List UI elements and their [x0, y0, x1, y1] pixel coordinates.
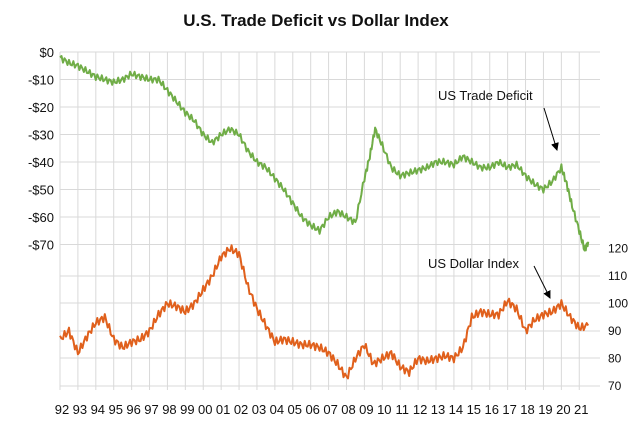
x-tick-label: 06	[305, 402, 319, 417]
left-tick-label: -$50	[28, 183, 54, 198]
x-tick-label: 00	[198, 402, 212, 417]
right-tick-label: 120	[608, 242, 628, 256]
x-tick-label: 03	[252, 402, 266, 417]
dollar-index-line	[59, 244, 590, 380]
x-tick-label: 98	[162, 402, 176, 417]
x-tick-label: 02	[234, 402, 248, 417]
x-tick-label: 07	[323, 402, 337, 417]
axes: $0 -$10 -$20 -$30 -$40 -$50 -$60 -$70 92 93 94 95 96…	[28, 45, 628, 417]
x-tick-label: 16	[484, 402, 498, 417]
x-tick-label: 17	[502, 402, 516, 417]
annotation-arrow	[543, 107, 559, 151]
left-tick-label: -$30	[28, 128, 54, 143]
chart-title: U.S. Trade Deficit vs Dollar Index	[183, 11, 449, 30]
annotation-arrow	[533, 265, 551, 299]
x-tick-label: 14	[449, 402, 463, 417]
annotations: US Trade Deficit US Dollar Index	[428, 88, 559, 299]
x-tick-label: 21	[574, 402, 588, 417]
x-tick-label: 04	[270, 402, 284, 417]
right-tick-label: 90	[608, 324, 622, 338]
right-tick-label: 80	[608, 352, 622, 366]
left-tick-label: $0	[40, 45, 54, 60]
left-tick-label: -$70	[28, 238, 54, 253]
x-tick-label: 92	[55, 402, 69, 417]
right-tick-label: 70	[608, 379, 622, 393]
x-tick-label: 01	[216, 402, 230, 417]
trade-deficit-line	[59, 55, 590, 252]
x-tick-label: 13	[431, 402, 445, 417]
x-tick-label: 12	[413, 402, 427, 417]
x-tick-label: 08	[341, 402, 355, 417]
dollar-index-annotation: US Dollar Index	[428, 256, 520, 271]
x-tick-label: 96	[126, 402, 140, 417]
x-tick-label: 10	[377, 402, 391, 417]
x-tick-label: 93	[73, 402, 87, 417]
x-tick-label: 18	[520, 402, 534, 417]
x-tick-label: 99	[180, 402, 194, 417]
left-tick-label: -$40	[28, 155, 54, 170]
x-tick-label: 09	[359, 402, 373, 417]
x-tick-label: 94	[91, 402, 105, 417]
x-tick-label: 20	[556, 402, 570, 417]
left-tick-label: -$20	[28, 100, 54, 115]
x-tick-label: 19	[538, 402, 552, 417]
series-lines	[59, 55, 590, 380]
x-tick-label: 15	[467, 402, 481, 417]
left-tick-label: -$10	[28, 73, 54, 88]
x-tick-label: 05	[288, 402, 302, 417]
right-tick-label: 100	[608, 297, 628, 311]
x-tick-label: 97	[144, 402, 158, 417]
x-tick-label: 95	[108, 402, 122, 417]
gridlines	[59, 51, 600, 390]
left-tick-label: -$60	[28, 210, 54, 225]
right-tick-label: 110	[608, 269, 627, 283]
x-tick-label: 11	[395, 402, 409, 417]
trade-deficit-annotation: US Trade Deficit	[438, 88, 533, 103]
